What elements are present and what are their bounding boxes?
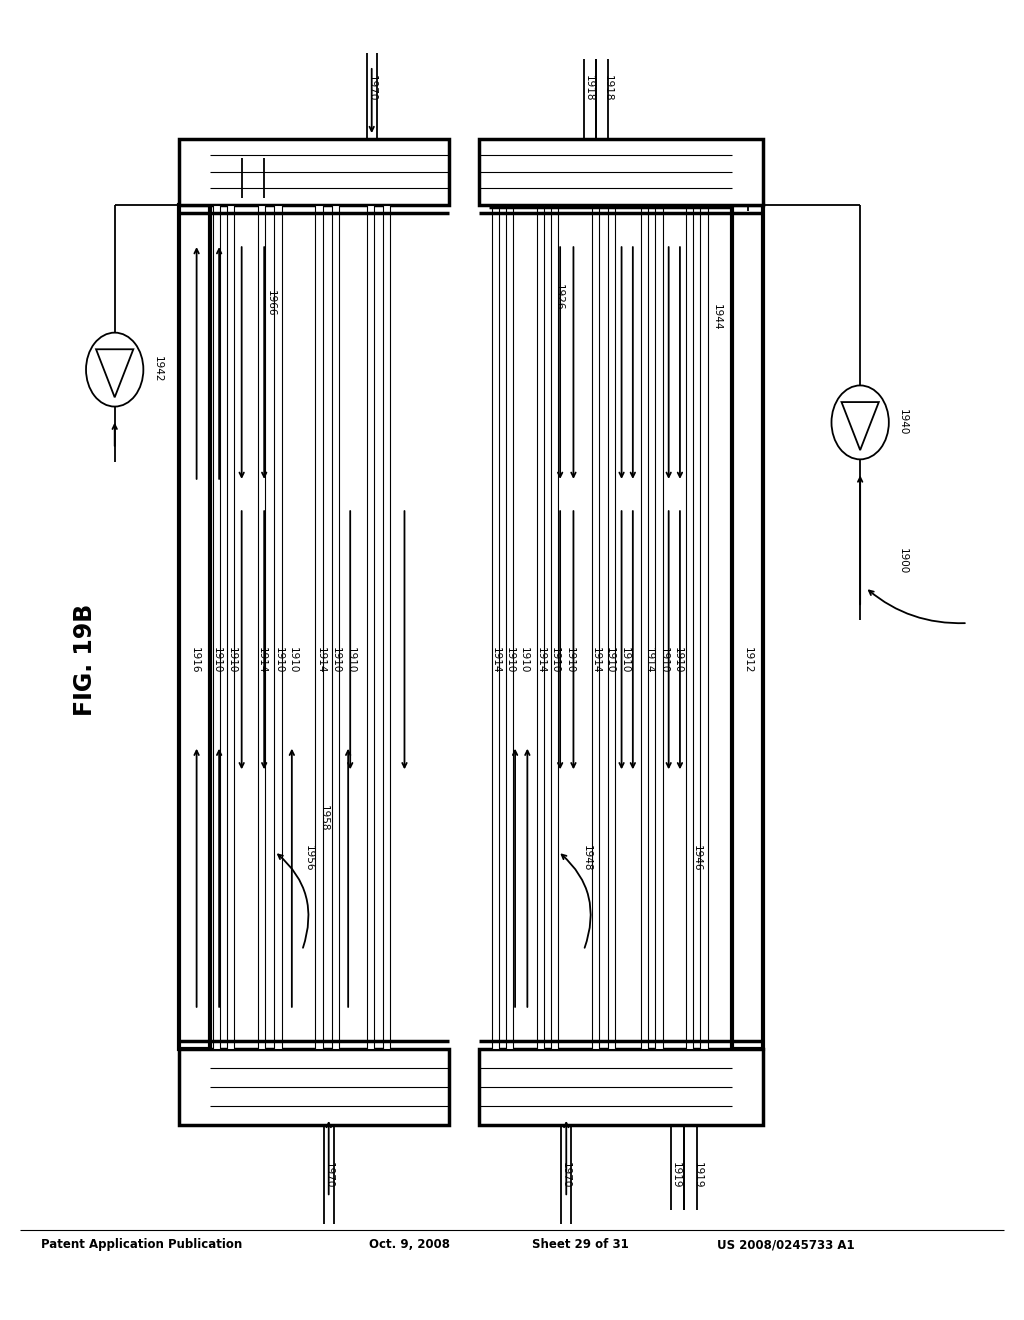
Text: 1910: 1910	[519, 647, 529, 673]
Text: 1966: 1966	[265, 290, 275, 317]
Bar	[383, 205, 390, 1049]
Text: 1910: 1910	[288, 647, 298, 673]
Bar	[227, 205, 234, 1049]
Text: 1918: 1918	[603, 75, 613, 102]
Bar	[655, 205, 663, 1049]
Bar	[641, 205, 648, 1049]
Text: 1910: 1910	[226, 647, 237, 673]
Text: 1944: 1944	[712, 304, 722, 330]
Bar	[732, 205, 763, 1049]
Text: 1914: 1914	[591, 647, 601, 673]
Text: US 2008/0245733 A1: US 2008/0245733 A1	[717, 1238, 854, 1251]
Text: 1918: 1918	[584, 75, 594, 102]
Text: 1958: 1958	[318, 805, 329, 832]
Text: 1914: 1914	[315, 647, 326, 673]
Text: 1910: 1910	[331, 647, 341, 673]
Text: 1916: 1916	[189, 647, 200, 673]
Text: Sheet 29 of 31: Sheet 29 of 31	[532, 1238, 629, 1251]
Text: 1919: 1919	[692, 1162, 702, 1188]
Bar	[592, 205, 599, 1049]
Text: Patent Application Publication: Patent Application Publication	[41, 1238, 243, 1251]
Text: 1914: 1914	[644, 647, 654, 673]
Text: 1910: 1910	[505, 647, 515, 673]
Bar	[274, 205, 282, 1049]
Text: 1900: 1900	[898, 548, 908, 574]
Text: 1970: 1970	[367, 75, 377, 102]
Text: Oct. 9, 2008: Oct. 9, 2008	[369, 1238, 450, 1251]
Bar	[686, 205, 693, 1049]
Text: 1910: 1910	[346, 647, 356, 673]
Text: 1910: 1910	[550, 647, 560, 673]
Bar	[551, 205, 558, 1049]
Text: 1926: 1926	[554, 284, 564, 310]
Text: 1919: 1919	[671, 1162, 681, 1188]
Text: 1970: 1970	[324, 1162, 334, 1188]
Bar	[506, 205, 513, 1049]
Text: 1948: 1948	[582, 845, 592, 871]
Text: 1910: 1910	[212, 647, 222, 673]
Bar	[479, 139, 763, 205]
Text: FIG. 19B: FIG. 19B	[73, 603, 97, 717]
Text: 1970: 1970	[561, 1162, 571, 1188]
Text: 1956: 1956	[304, 845, 314, 871]
Text: 1910: 1910	[605, 647, 615, 673]
Bar	[700, 205, 708, 1049]
Text: 1914: 1914	[490, 647, 501, 673]
Bar	[179, 1049, 449, 1125]
Bar	[492, 205, 499, 1049]
Bar	[213, 205, 220, 1049]
Bar	[179, 205, 210, 1049]
Text: 1910: 1910	[673, 647, 683, 673]
Text: 1910: 1910	[658, 647, 669, 673]
Text: 1910: 1910	[564, 647, 574, 673]
Bar	[258, 205, 265, 1049]
Bar	[479, 1049, 763, 1125]
Bar	[179, 139, 449, 205]
Bar	[537, 205, 544, 1049]
Text: 1910: 1910	[620, 647, 630, 673]
Text: 1940: 1940	[898, 409, 908, 436]
Bar	[332, 205, 339, 1049]
Text: 1946: 1946	[691, 845, 701, 871]
Text: 1912: 1912	[742, 647, 753, 673]
Text: 1914: 1914	[257, 647, 267, 673]
Text: 1914: 1914	[536, 647, 546, 673]
Text: 1910: 1910	[273, 647, 284, 673]
Text: 1942: 1942	[153, 356, 163, 383]
Bar	[367, 205, 374, 1049]
Bar	[315, 205, 323, 1049]
Bar	[608, 205, 615, 1049]
